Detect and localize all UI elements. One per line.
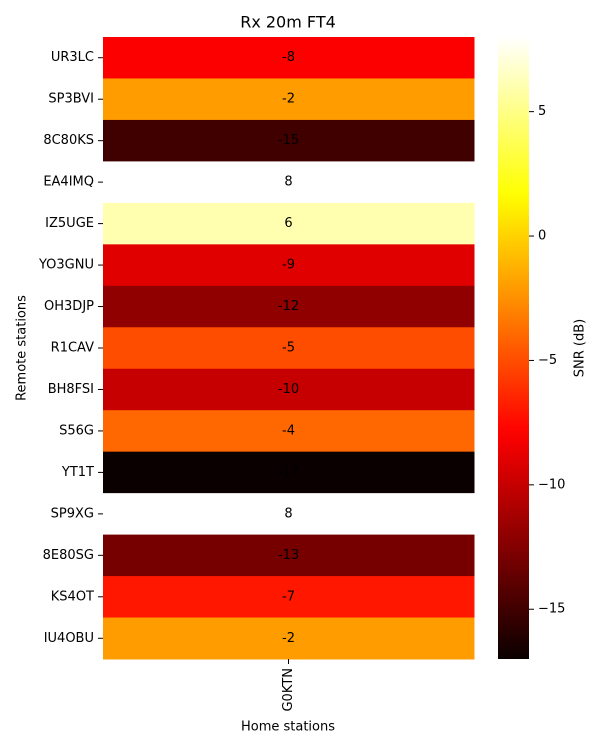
heatmap-cell — [103, 119, 475, 162]
colorbar — [498, 37, 529, 659]
cell-label: -2 — [282, 631, 295, 646]
y-tick-label: 8C80KS — [43, 133, 94, 148]
heatmap-cell — [103, 37, 475, 79]
colorbar-tick-label: 0 — [538, 229, 546, 244]
heatmap-cell — [103, 202, 475, 245]
colorbar-label: SNR (dB) — [573, 319, 588, 377]
cell-label: -10 — [278, 382, 299, 397]
heatmap-cell — [103, 493, 475, 536]
heatmap-cell — [103, 410, 475, 453]
heatmap-cell — [103, 368, 475, 411]
heatmap-cell — [103, 327, 475, 370]
x-tick-label: G0KTN — [281, 668, 296, 712]
heatmap-cell — [103, 576, 475, 619]
y-tick-label: R1CAV — [51, 341, 94, 356]
y-tick-label: IU4OBU — [44, 631, 94, 646]
cell-label: 8 — [284, 506, 292, 521]
cell-label: -13 — [278, 548, 299, 563]
y-tick-label: UR3LC — [51, 50, 94, 65]
y-tick-label: EA4IMQ — [43, 175, 94, 190]
heatmap-cell — [103, 78, 475, 121]
y-tick-label: S56G — [59, 423, 94, 438]
colorbar-tick-label: −5 — [538, 353, 557, 368]
y-tick-label: YO3GNU — [38, 258, 94, 273]
cell-label: -2 — [282, 92, 295, 107]
cell-label: -12 — [278, 299, 299, 314]
y-tick-label: IZ5UGE — [45, 216, 94, 231]
heatmap-cell — [103, 161, 475, 204]
heatmap-cell — [103, 617, 475, 660]
cell-label: -7 — [282, 589, 295, 604]
cell-label: -8 — [282, 50, 295, 65]
colorbar-tick-label: −15 — [538, 602, 565, 617]
colorbar-tick-label: −10 — [538, 477, 565, 492]
y-tick-label: SP9XG — [51, 506, 94, 521]
heatmap-cell — [103, 244, 475, 287]
heatmap-cell — [103, 451, 475, 494]
cell-label: -15 — [278, 133, 299, 148]
cell-label: -9 — [282, 258, 295, 273]
y-tick-label: YT1T — [61, 465, 94, 480]
heatmap-cell — [103, 285, 475, 328]
y-axis-label: Remote stations — [15, 295, 30, 401]
y-tick-label: BH8FSI — [48, 382, 94, 397]
y-tick-label: 8E80SG — [43, 548, 94, 563]
cell-label: 8 — [284, 175, 292, 190]
chart-title: Rx 20m FT4 — [240, 13, 336, 32]
cell-label: -4 — [282, 423, 295, 438]
y-tick-label: SP3BVI — [48, 92, 94, 107]
x-axis-label: Home stations — [241, 720, 335, 735]
cell-label: 6 — [284, 216, 292, 231]
y-tick-label: OH3DJP — [44, 299, 94, 314]
heatmap-cell — [103, 534, 475, 577]
y-tick-label: KS4OT — [51, 589, 94, 604]
cell-label: -5 — [282, 341, 295, 356]
colorbar-tick-label: 5 — [538, 104, 546, 119]
cell-label: -17 — [278, 465, 299, 480]
